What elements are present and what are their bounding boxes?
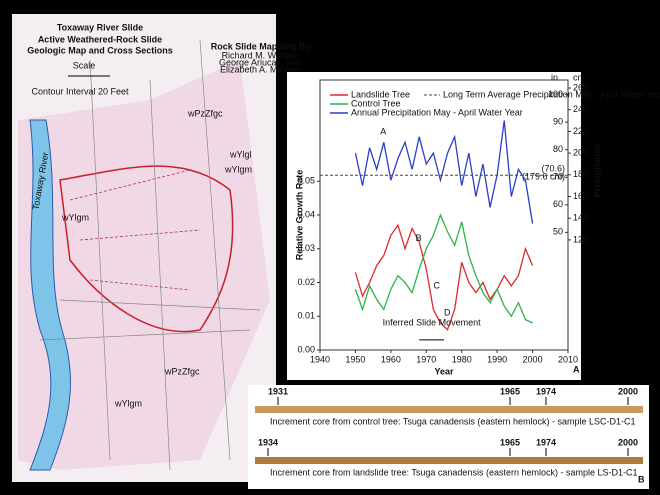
unit-label: wYlgm bbox=[224, 164, 252, 174]
unit-label: wYlgl bbox=[229, 149, 252, 159]
credit: Elizabeth A. Mickow bbox=[220, 64, 301, 74]
core-year: 2000 bbox=[618, 437, 638, 447]
average-label: (70.6) bbox=[541, 164, 565, 174]
y-tick-label: 0.02 bbox=[297, 277, 315, 287]
average-label: (179.6 cm) bbox=[522, 172, 565, 182]
series-line bbox=[354, 120, 534, 224]
core-year: 1965 bbox=[500, 437, 520, 447]
y3-tick-label: 100 bbox=[548, 89, 563, 99]
y-tick-label: 0.04 bbox=[297, 209, 315, 219]
unit-label: wPzZfgc bbox=[164, 366, 200, 376]
core bbox=[255, 406, 643, 413]
annotation: A bbox=[380, 126, 386, 136]
y3-unit: in bbox=[551, 72, 558, 82]
y3-tick-label: 50 bbox=[553, 227, 563, 237]
unit-label: wPzZfgc bbox=[187, 108, 223, 118]
cores: 1931 1965 1974 2000 Increment core from cont… bbox=[255, 386, 645, 484]
faults bbox=[69, 169, 201, 291]
credit: Rock Slide Mapping By: bbox=[211, 41, 314, 51]
core-panel bbox=[248, 385, 649, 489]
y3-tick-label: 70 bbox=[553, 172, 563, 182]
y3-tick-label: 60 bbox=[553, 199, 563, 209]
y2-tick-label: 260 bbox=[573, 82, 588, 92]
x-tick-label: 2010 bbox=[558, 354, 578, 364]
legend-label: Long Term Average Precipitation May - Ap… bbox=[443, 89, 660, 99]
core bbox=[255, 457, 643, 464]
x-tick-label: 1980 bbox=[452, 354, 472, 364]
core-year: 1931 bbox=[268, 386, 288, 396]
series-line bbox=[354, 223, 534, 331]
x-tick-label: 1970 bbox=[416, 354, 436, 364]
x-tick-label: 1960 bbox=[381, 354, 401, 364]
x-axis-title: Year bbox=[434, 366, 454, 376]
y-axis-title: Relative Growth Rate bbox=[294, 170, 304, 261]
y3-tick-label: 90 bbox=[553, 117, 563, 127]
y2-tick-label: 160 bbox=[573, 191, 588, 201]
legend-label: Landslide Tree bbox=[351, 89, 410, 99]
core-year: 1965 bbox=[500, 386, 520, 396]
river bbox=[29, 119, 71, 471]
y2-tick-label: 200 bbox=[573, 147, 588, 157]
map: Toxaway River Slide Active Weathered-Roc… bbox=[12, 14, 313, 482]
x-tick-label: 1990 bbox=[487, 354, 507, 364]
legend-label: Control Tree bbox=[351, 98, 401, 108]
y-tick-label: 0.05 bbox=[297, 176, 315, 186]
x-tick-label: 2000 bbox=[523, 354, 543, 364]
y-tick-label: 0.00 bbox=[297, 344, 315, 354]
y2-tick-label: 220 bbox=[573, 126, 588, 136]
annotation: B bbox=[416, 233, 422, 243]
y2-tick-label: 140 bbox=[573, 213, 588, 223]
panel-label: B bbox=[638, 474, 645, 484]
unit-label: wYlgm bbox=[61, 212, 89, 222]
slide-boundary bbox=[59, 165, 234, 333]
map-title: Active Weathered-Rock Slide bbox=[38, 34, 162, 44]
y2-axis-title: Precipitation bbox=[592, 143, 602, 198]
core-year: 1974 bbox=[536, 437, 556, 447]
y2-unit: cm bbox=[573, 72, 585, 82]
map-lines bbox=[39, 39, 261, 471]
annotation: C bbox=[433, 280, 440, 290]
contour-note: Contour Interval 20 Feet bbox=[31, 86, 129, 96]
core-year: 1934 bbox=[258, 437, 278, 447]
credit: George Ariucak, and bbox=[219, 57, 301, 67]
y2-tick-label: 240 bbox=[573, 104, 588, 114]
core-year: 1974 bbox=[536, 386, 556, 396]
panel-label: A bbox=[573, 364, 580, 374]
map-title: Geologic Map and Cross Sections bbox=[27, 45, 173, 55]
y-tick-label: 0.03 bbox=[297, 243, 315, 253]
chart-panel bbox=[287, 72, 581, 380]
y-tick-label: 0.01 bbox=[297, 311, 315, 321]
scale-label: Scale bbox=[73, 60, 96, 70]
core-caption: Increment core from control tree: Tsuga … bbox=[270, 416, 635, 426]
x-tick-label: 1950 bbox=[345, 354, 365, 364]
chart: 1940 1950 1960 1970 1980 1990 2000 2010 0.00 0.01… bbox=[294, 72, 660, 376]
credit: Richard M. Wooten bbox=[222, 50, 299, 60]
core-year: 2000 bbox=[618, 386, 638, 396]
map-title: Toxaway River Slide bbox=[57, 22, 143, 32]
map-area bbox=[18, 60, 270, 470]
annotation: D bbox=[444, 307, 451, 317]
series-line bbox=[354, 213, 533, 324]
unit-label: wYlgm bbox=[114, 398, 142, 408]
y2-tick-label: 120 bbox=[573, 234, 588, 244]
annotation: Inferred Slide Movement bbox=[383, 317, 482, 327]
legend-label: Annual Precipitation May - April Water Y… bbox=[351, 107, 523, 117]
y2-tick-label: 180 bbox=[573, 169, 588, 179]
y3-tick-label: 80 bbox=[553, 144, 563, 154]
x-tick-label: 1940 bbox=[310, 354, 330, 364]
core-caption: Increment core from landslide tree: Tsug… bbox=[270, 467, 638, 477]
